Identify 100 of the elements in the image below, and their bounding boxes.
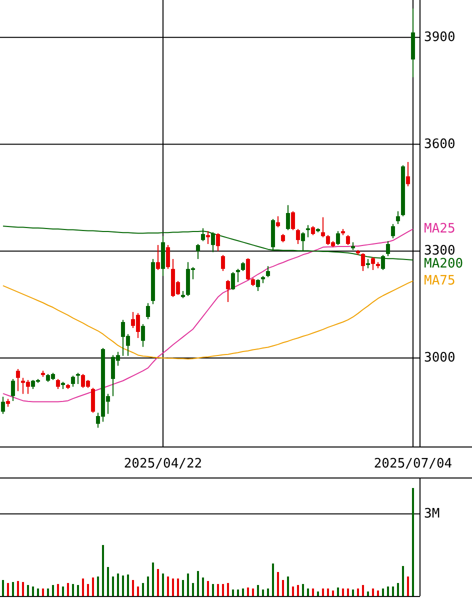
bar [222, 584, 224, 596]
bar [292, 586, 294, 596]
candlestick [71, 375, 75, 388]
bar [337, 587, 339, 596]
bar [147, 576, 149, 596]
bar [87, 584, 89, 596]
candlestick [221, 254, 225, 272]
series-label: MA75 [424, 274, 456, 289]
bar [357, 588, 359, 596]
bar [72, 584, 74, 596]
bar [197, 571, 199, 596]
bar [142, 583, 144, 596]
bar [32, 586, 34, 596]
ref-line-label: 3M [424, 506, 440, 522]
candlestick [321, 216, 325, 238]
bar [37, 588, 39, 596]
line-series [2, 280, 414, 360]
bar [172, 578, 174, 596]
bar [392, 586, 394, 596]
bar [167, 576, 169, 596]
bar [217, 584, 219, 596]
candlestick [56, 378, 60, 390]
candlestick [236, 268, 240, 283]
bar [247, 587, 249, 596]
candlestick [166, 244, 170, 270]
bar [97, 576, 99, 596]
bar [272, 564, 274, 596]
bar [22, 582, 24, 596]
bar [277, 572, 279, 596]
bar [252, 588, 254, 596]
x-tick-label: 2025/04/22 [124, 456, 202, 472]
candlestick [246, 258, 250, 280]
candlestick [146, 302, 150, 320]
bar [57, 584, 59, 596]
candlestick [346, 234, 350, 246]
bar [287, 576, 289, 596]
bar [122, 575, 124, 596]
bar [367, 592, 369, 596]
bar [112, 576, 114, 596]
bar [227, 583, 229, 596]
bar [307, 588, 309, 596]
bar [362, 585, 364, 596]
y-tick-label: 3900 [424, 30, 456, 45]
bar [162, 573, 164, 596]
candlestick [386, 240, 390, 257]
bar [12, 582, 14, 596]
bar [202, 578, 204, 596]
candlestick [296, 228, 300, 244]
candlestick [206, 230, 210, 244]
bar [297, 585, 299, 596]
bar [7, 583, 9, 596]
series-label: MA25 [424, 222, 456, 237]
bar [312, 588, 314, 596]
bar [342, 588, 344, 596]
candlestick [266, 266, 270, 278]
bar [257, 585, 259, 596]
bar [377, 590, 379, 596]
bar [42, 588, 44, 596]
candlestick [156, 244, 160, 270]
bar [412, 488, 414, 596]
bar [192, 583, 194, 596]
candlestick [11, 378, 15, 402]
bar [262, 590, 264, 596]
candlestick [361, 252, 365, 272]
x-tick-label: 2025/07/04 [374, 456, 452, 472]
bar [402, 566, 404, 596]
bar [322, 588, 324, 596]
bar [157, 569, 159, 596]
bar [52, 585, 54, 596]
bar [62, 586, 64, 596]
series-label: MA200 [424, 256, 464, 272]
candlestick [1, 396, 5, 414]
bar [117, 573, 119, 596]
candlestick [211, 232, 215, 253]
bar [92, 578, 94, 596]
bar [397, 583, 399, 596]
line-series [2, 228, 414, 402]
candlestick [91, 387, 95, 414]
bar [177, 578, 179, 596]
bar [27, 585, 29, 596]
bar [2, 580, 4, 596]
candlestick [406, 162, 410, 187]
candlestick [371, 256, 375, 270]
bar [107, 566, 109, 596]
bar [267, 588, 269, 596]
bar [302, 584, 304, 596]
bar [102, 545, 104, 596]
candlestick [141, 324, 145, 348]
candlestick [391, 224, 395, 239]
bar [152, 562, 154, 596]
bar [327, 588, 329, 596]
bar [347, 588, 349, 596]
bar [382, 588, 384, 596]
bar [132, 580, 134, 596]
bar [387, 586, 389, 596]
candlestick [231, 272, 235, 290]
candlestick [226, 279, 230, 303]
candlestick [76, 372, 80, 384]
bar [232, 590, 234, 596]
bar [242, 588, 244, 596]
